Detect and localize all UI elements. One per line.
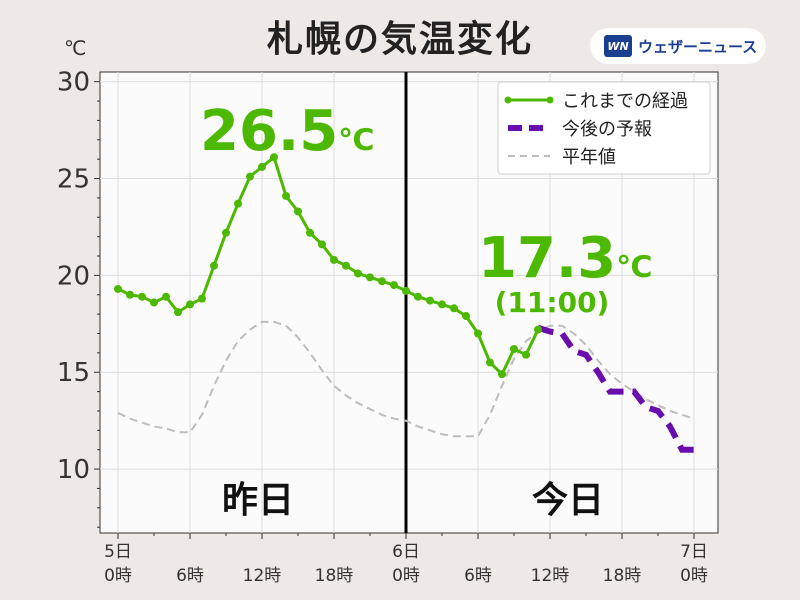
observed-point (258, 162, 266, 171)
chart-title: 札幌の気温変化 (266, 19, 533, 60)
observed-point (486, 358, 494, 367)
observed-point (354, 269, 362, 278)
legend-item-forecast-label: 今後の予報 (562, 119, 652, 140)
observed-point (450, 304, 458, 313)
observed-point (426, 296, 434, 305)
x-tick-time-label: 12時 (243, 566, 282, 586)
max-temp-label: 26.5℃ (200, 99, 375, 164)
brand-logo: WN ウェザーニュース (590, 28, 766, 64)
observed-point (126, 290, 134, 299)
x-tick-time-label: 6時 (464, 566, 492, 586)
y-tick-label: 25 (57, 165, 90, 195)
observed-point (330, 255, 338, 264)
observed-point (318, 240, 326, 249)
observed-point (270, 153, 278, 162)
current-temp-label: 17.3℃ (478, 226, 653, 291)
observed-point (210, 261, 218, 270)
observed-point (162, 292, 170, 301)
observed-point (174, 308, 182, 317)
current-time-label: (11:00) (495, 286, 610, 319)
observed-point (462, 312, 470, 321)
observed-point (294, 207, 302, 216)
legend-item-observed-marker (504, 96, 512, 104)
observed-point (198, 294, 206, 303)
x-tick-time-label: 6時 (176, 566, 204, 586)
observed-point (222, 228, 230, 237)
x-tick-time-label: 0時 (392, 566, 420, 586)
today-label: 今日 (532, 480, 604, 521)
observed-point (186, 300, 194, 309)
observed-point (402, 286, 410, 295)
observed-point (534, 325, 542, 334)
y-tick-label: 30 (57, 68, 90, 98)
observed-point (390, 281, 398, 290)
observed-point (498, 370, 506, 379)
y-axis-unit-label: ℃ (64, 36, 87, 60)
observed-point (522, 350, 530, 359)
x-tick-date-label: 5日 (104, 542, 132, 562)
observed-point (342, 261, 350, 270)
x-tick-date-label: 7日 (680, 542, 708, 562)
observed-point (366, 273, 374, 282)
observed-point (114, 284, 122, 293)
observed-point (510, 344, 518, 353)
y-tick-label: 10 (57, 455, 90, 485)
x-tick-time-label: 12時 (531, 566, 570, 586)
brand-logo-icon: WN (604, 35, 632, 57)
observed-point (306, 228, 314, 237)
observed-point (474, 329, 482, 338)
y-tick-label: 20 (57, 261, 90, 291)
observed-point (378, 277, 386, 286)
observed-point (414, 292, 422, 301)
observed-point (234, 199, 242, 208)
observed-point (438, 300, 446, 309)
observed-point (246, 172, 254, 181)
legend-item-normal-label: 平年値 (562, 147, 616, 168)
legend-item-observed-label: これまでの経過 (562, 91, 688, 112)
normal-series-line (117, 320, 695, 438)
brand-name: ウェザーニュース (638, 37, 758, 56)
y-tick-label: 15 (57, 358, 90, 388)
x-tick-time-label: 18時 (315, 566, 354, 586)
legend-item-observed-marker (546, 96, 554, 104)
x-tick-date-label: 6日 (392, 542, 420, 562)
forecast-series-line (537, 324, 694, 453)
yesterday-label: 昨日 (222, 480, 294, 521)
observed-point (282, 191, 290, 200)
observed-point (150, 298, 158, 307)
x-tick-time-label: 0時 (680, 566, 708, 586)
x-tick-time-label: 0時 (104, 566, 132, 586)
legend-box (497, 81, 711, 175)
x-tick-time-label: 18時 (603, 566, 642, 586)
observed-point (138, 292, 146, 301)
